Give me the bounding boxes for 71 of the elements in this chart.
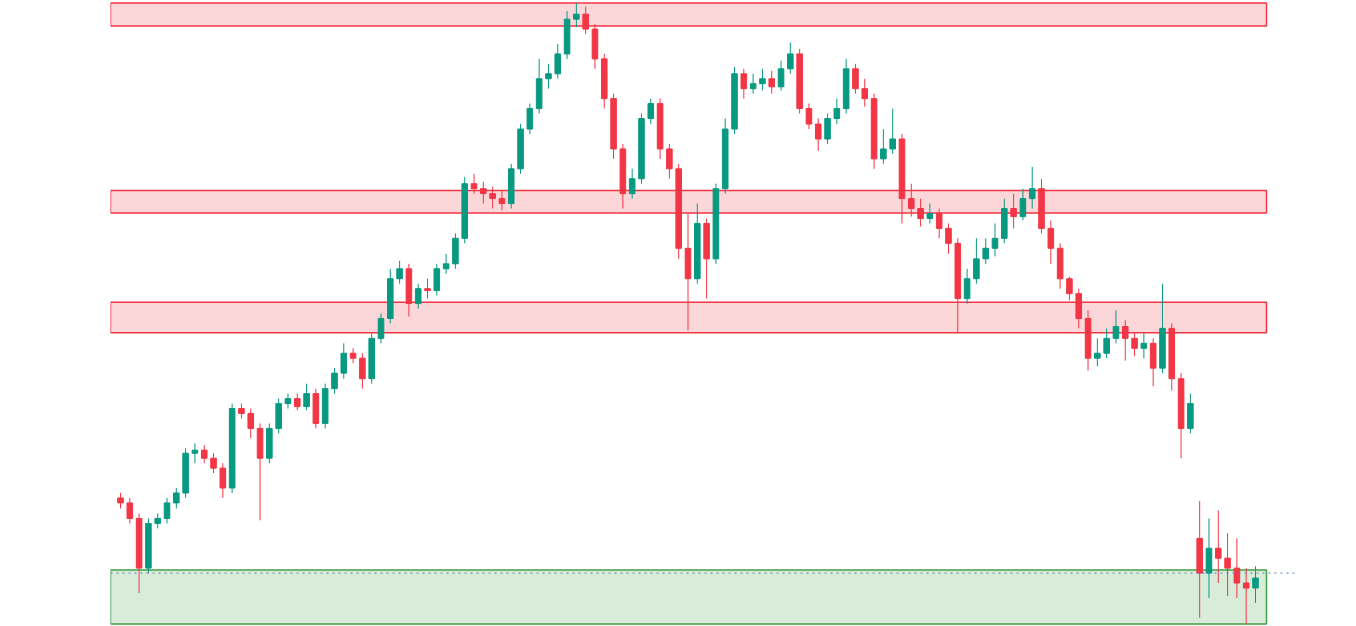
candlestick — [163, 497, 171, 524]
candlestick — [805, 103, 813, 130]
candlestick — [582, 6, 589, 35]
candlestick — [545, 63, 552, 90]
candlestick — [777, 60, 785, 92]
candlestick — [396, 260, 403, 285]
candlestick — [1047, 219, 1055, 265]
candlestick — [284, 393, 292, 410]
candlestick — [926, 203, 934, 224]
candlestick — [861, 78, 869, 108]
candlestick — [442, 253, 450, 275]
candlestick — [824, 113, 831, 145]
candlestick — [889, 108, 896, 155]
candlestick — [1242, 567, 1250, 625]
candlestick — [963, 268, 971, 305]
candlestick — [219, 462, 227, 499]
candlestick — [628, 168, 636, 200]
candlestick — [377, 313, 385, 344]
candlestick — [1019, 188, 1027, 221]
candlestick — [1010, 193, 1017, 229]
candlestick — [814, 118, 822, 152]
candlestick — [1140, 332, 1148, 359]
candlestick — [1131, 332, 1138, 357]
candlestick — [982, 237, 989, 265]
candlestick — [935, 208, 943, 239]
candlestick — [833, 98, 841, 125]
candlestick — [1121, 319, 1129, 362]
candlestick — [480, 181, 487, 205]
candlestick — [470, 173, 478, 195]
candlestick — [331, 367, 338, 395]
candlestick — [359, 352, 366, 390]
candlestick — [210, 452, 217, 474]
candlestick — [526, 103, 534, 135]
candlestick — [1224, 532, 1231, 597]
candlestick — [917, 198, 924, 228]
candlestick — [349, 347, 357, 364]
candlestick — [666, 143, 673, 180]
candlestick — [191, 442, 199, 464]
candlestick — [573, 2, 580, 28]
candlestick — [414, 283, 422, 310]
candlestick — [489, 186, 496, 210]
candlestick — [647, 98, 655, 125]
candlestick — [787, 42, 794, 75]
candlestick — [1103, 327, 1110, 359]
candlestick — [1252, 565, 1259, 604]
candlestick — [740, 68, 748, 100]
candlestick — [424, 278, 431, 300]
candlestick — [340, 342, 348, 380]
candlestick — [759, 68, 766, 92]
candlestick — [945, 222, 952, 255]
candlestick — [1233, 537, 1241, 599]
candlestick — [173, 487, 180, 509]
candlestick — [768, 70, 776, 95]
candlestick — [303, 383, 310, 411]
candlestick — [991, 222, 999, 257]
candlestick — [1112, 309, 1120, 344]
candlestick — [200, 444, 208, 464]
candlestick — [247, 408, 255, 439]
candlestick — [433, 263, 441, 296]
candlestick — [907, 183, 915, 218]
candlestick — [749, 73, 757, 95]
candlestick — [498, 190, 506, 211]
candlestick — [126, 497, 134, 524]
candlestick — [554, 43, 562, 80]
candlestick — [1066, 276, 1073, 301]
candlestick — [1028, 166, 1036, 210]
candlestick — [1094, 337, 1101, 367]
candlestick — [852, 63, 859, 95]
candlestick — [973, 237, 980, 285]
candlestick — [880, 128, 887, 165]
candlestick — [1215, 509, 1222, 584]
